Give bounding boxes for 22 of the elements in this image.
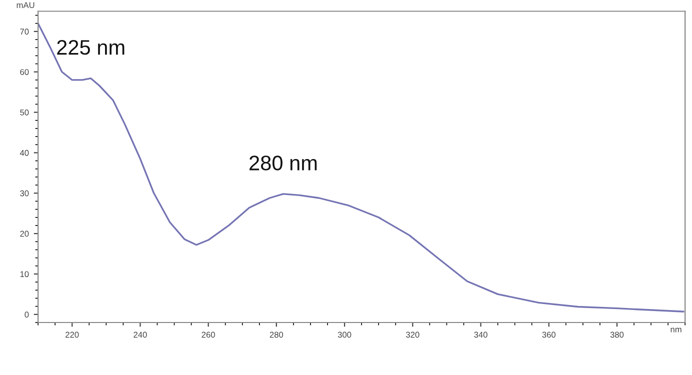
- y-tick-label: 0: [24, 312, 29, 318]
- y-axis-title: mAU: [16, 2, 34, 8]
- y-tick-label: 50: [20, 110, 29, 116]
- x-axis-title: nm: [670, 328, 682, 332]
- line-series: [38, 22, 684, 312]
- x-tick-label: 280: [270, 332, 284, 338]
- x-tick-label: 240: [134, 332, 147, 338]
- x-tick-label: 340: [474, 332, 488, 338]
- x-tick-label: 220: [66, 332, 79, 338]
- x-tick-label: 260: [202, 332, 215, 338]
- annotation: 225 nm: [57, 40, 124, 55]
- y-tick-label: 60: [20, 69, 29, 75]
- y-tick-label: 30: [20, 190, 29, 196]
- x-tick-label: 320: [406, 332, 420, 338]
- y-tick-label: 10: [20, 271, 29, 278]
- x-tick-label: 360: [542, 332, 556, 338]
- x-tick-label: 300: [338, 332, 352, 338]
- y-tick-label: 40: [20, 150, 29, 156]
- y-tick-label: 20: [20, 230, 29, 237]
- x-tick-label: 380: [610, 332, 624, 338]
- y-tick-label: 70: [20, 28, 29, 35]
- annotation: 280 nm: [250, 156, 317, 170]
